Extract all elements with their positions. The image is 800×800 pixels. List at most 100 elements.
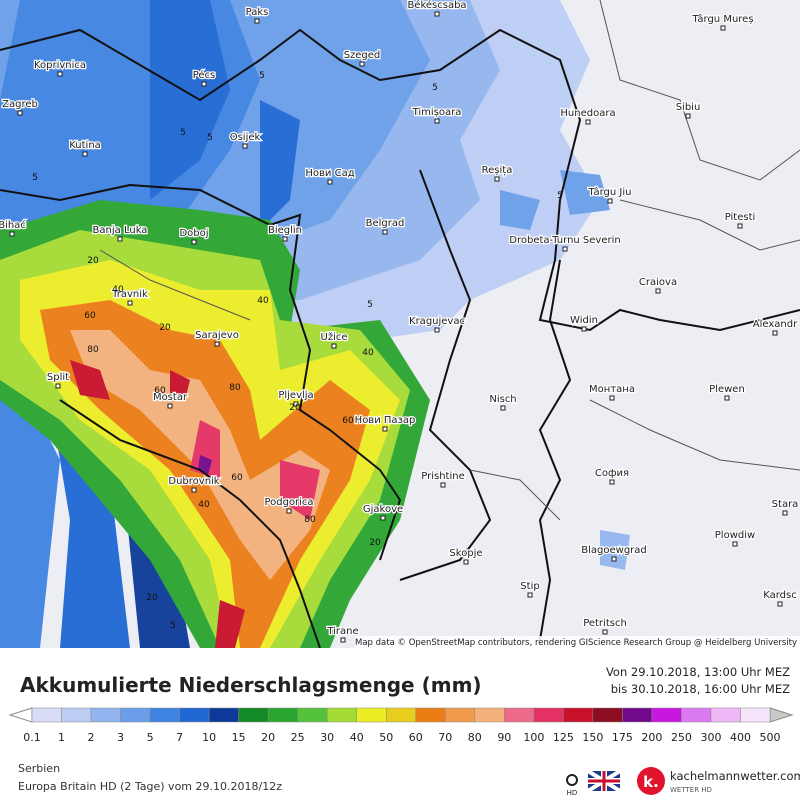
contour-label: 5 — [557, 191, 563, 201]
city-label: Sarajevo — [195, 330, 239, 341]
borders — [0, 28, 800, 648]
city-marker — [254, 18, 260, 24]
legend-swatch — [31, 707, 62, 723]
contour-label: 40 — [112, 285, 124, 295]
legend-label: 50 — [379, 731, 393, 744]
legend-label: 1 — [58, 731, 65, 744]
city-marker — [17, 110, 23, 116]
site: kachelmannwetter.com — [670, 769, 800, 783]
city-marker — [463, 559, 469, 565]
legend-swatch — [415, 707, 446, 723]
attribution: Map data © OpenStreetMap contributors, r… — [355, 638, 797, 648]
legend-label: 500 — [760, 731, 781, 744]
city-label: Banja Luka — [93, 225, 148, 236]
contour-label: 20 — [87, 256, 99, 266]
region: Serbien — [18, 762, 60, 775]
legend-label: 400 — [730, 731, 751, 744]
city-label: Alexandr — [753, 319, 798, 330]
city-marker — [331, 343, 337, 349]
city-label: Split — [47, 372, 69, 383]
legend-label: 0.1 — [23, 731, 41, 744]
legend-swatch — [533, 707, 564, 723]
city-marker — [585, 119, 591, 125]
city-label: Blagoewgrad — [581, 545, 647, 556]
legend-label: 40 — [350, 731, 364, 744]
uk-flag[interactable] — [586, 769, 622, 793]
legend-swatch — [326, 707, 357, 723]
contour-label: 60 — [342, 416, 354, 426]
city-label: Pljevlja — [278, 390, 313, 401]
city-marker — [293, 401, 299, 407]
contour-label: 5 — [367, 300, 373, 310]
city-marker — [602, 629, 608, 635]
legend-swatch — [504, 707, 535, 723]
city-marker — [685, 113, 691, 119]
logo — [637, 767, 665, 795]
city-label: Užice — [321, 331, 348, 343]
contour-label: 5 — [207, 133, 213, 143]
contour-label: 40 — [257, 296, 269, 306]
city-label: Târgu Jiu — [588, 186, 632, 198]
contour-label: 20 — [146, 593, 158, 603]
city-marker — [127, 300, 133, 306]
legend-label: 20 — [261, 731, 275, 744]
legend-swatch — [356, 707, 387, 723]
city-label: Skopje — [449, 548, 482, 559]
city-label: Gjakove — [363, 504, 403, 515]
legend-swatch — [445, 707, 476, 723]
contour-label: 60 — [84, 311, 96, 321]
city-marker — [380, 515, 386, 521]
city-marker — [434, 11, 440, 17]
legend-label: 70 — [438, 731, 452, 744]
legend-label: 5 — [147, 731, 154, 744]
legend-swatch — [651, 707, 682, 723]
city-label: Kragujevac — [409, 316, 465, 327]
legend-label: 150 — [582, 731, 603, 744]
legend-panel: Akkumulierte Niederschlagsmenge (mm) Von… — [8, 665, 800, 797]
city-label: Plewen — [709, 384, 745, 395]
city-label: София — [595, 468, 629, 479]
tagline: WETTER HD — [670, 786, 712, 794]
legend-label: 175 — [612, 731, 633, 744]
contour-label: 80 — [229, 383, 241, 393]
city-marker — [609, 395, 615, 401]
legend-label: 15 — [232, 731, 246, 744]
legend-label: 200 — [641, 731, 662, 744]
city-marker — [724, 395, 730, 401]
city-marker — [327, 179, 333, 185]
city-marker — [286, 508, 292, 514]
city-label: Craiova — [639, 277, 677, 288]
legend-label: 80 — [468, 731, 482, 744]
city-label: Travnik — [111, 289, 148, 300]
time-to: bis 30.10.2018, 16:00 Uhr MEZ — [611, 682, 790, 696]
city-label: Belgrad — [366, 218, 405, 229]
legend-swatch — [61, 707, 92, 723]
city-marker — [777, 601, 783, 607]
legend-swatch — [563, 707, 594, 723]
precip-field — [0, 0, 630, 648]
city-label: Békéscsaba — [407, 0, 466, 11]
contour-label: 80 — [87, 345, 99, 355]
city-label: Dubrovnik — [168, 476, 219, 487]
legend-label: 25 — [291, 731, 305, 744]
contour-label: 20 — [159, 323, 171, 333]
city-label: Нови Сад — [305, 168, 354, 179]
city-marker — [340, 637, 346, 643]
city-marker — [527, 592, 533, 598]
search-icon[interactable] — [566, 774, 578, 786]
city-label: Zagreb — [2, 99, 38, 110]
city-marker — [611, 556, 617, 562]
city-label: Osijek — [230, 132, 261, 143]
city-marker — [655, 288, 661, 294]
city-label: Paks — [246, 7, 269, 18]
legend-swatch — [474, 707, 505, 723]
city-label: Pitesti — [725, 212, 756, 223]
city-marker — [214, 341, 220, 347]
contour-label: 40 — [362, 348, 374, 358]
legend-swatch — [710, 707, 741, 723]
city-marker — [607, 198, 613, 204]
legend-label: 2 — [88, 731, 95, 744]
legend-swatch — [592, 707, 623, 723]
city-label: Szeged — [344, 50, 381, 61]
city-label: Kutina — [69, 140, 101, 151]
